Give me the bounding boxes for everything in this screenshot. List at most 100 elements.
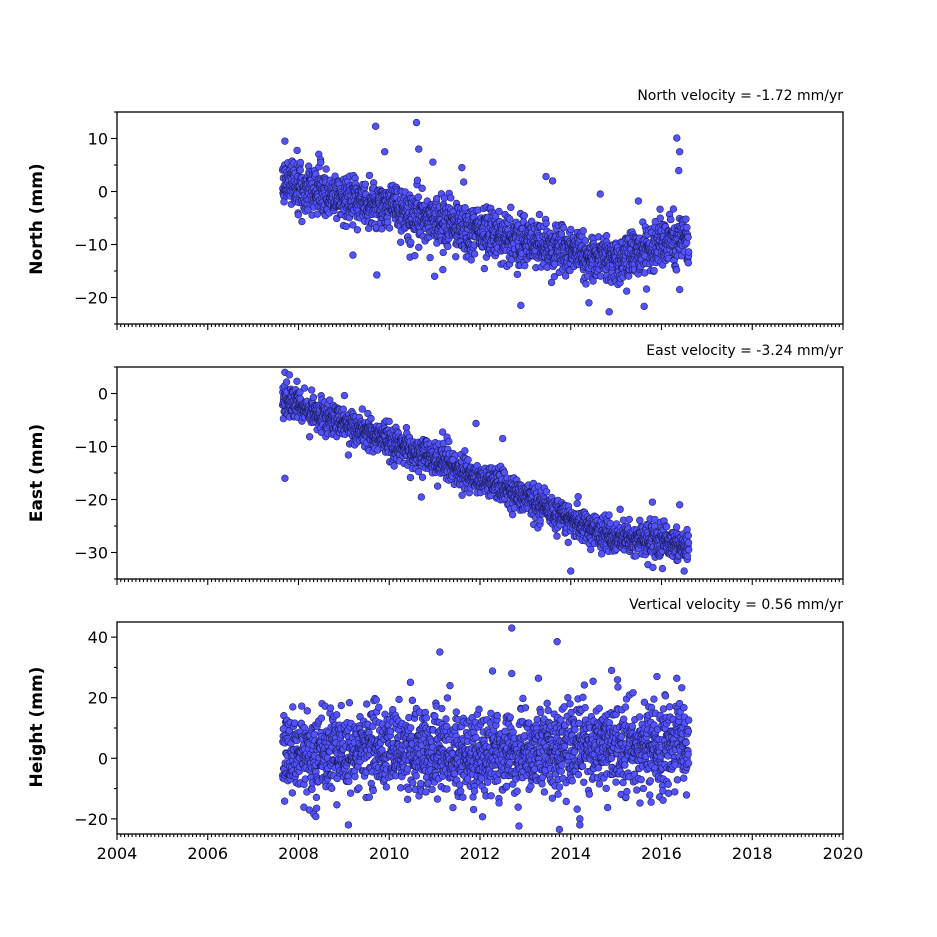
data-point [308,785,316,793]
data-point [291,719,299,727]
data-point [298,217,306,226]
data-point [418,184,426,193]
north-plot-frame [116,111,844,325]
data-point [461,447,469,455]
data-point [667,215,675,224]
outlier-point [648,498,657,506]
data-point [385,224,394,232]
data-point [445,437,453,446]
data-point [673,134,681,142]
data-point [365,171,374,180]
data-point [342,222,350,231]
data-point [536,517,544,525]
data-point [662,523,671,531]
data-point [650,266,658,275]
data-point [656,205,664,213]
outlier-point [680,567,688,575]
data-point [418,473,427,481]
outlier-point [381,148,389,156]
data-point [417,493,426,501]
data-point [293,377,301,385]
data-point [567,225,575,234]
data-point [550,273,559,281]
data-point [625,515,633,524]
data-point [294,211,302,219]
data-point [582,280,590,288]
outlier-point [517,301,525,310]
data-point [634,197,643,205]
data-point [340,391,349,400]
data-point [373,271,381,279]
data-point [675,166,683,175]
data-point [307,386,316,394]
data-point [651,217,659,226]
data-point [508,511,517,519]
height-points [278,624,693,834]
data-point [636,516,644,525]
data-point [328,784,336,793]
outlier-point [458,163,466,172]
data-point [358,405,366,413]
data-point [684,233,692,241]
data-point [288,789,297,797]
data-point [411,252,419,260]
data-point [309,393,318,402]
data-point [447,194,455,202]
y-tick-label: 0 [98,385,108,404]
data-point [587,545,595,554]
data-point [623,287,631,295]
data-point [349,221,357,229]
east-points [278,368,693,575]
data-point [293,146,301,155]
data-point [312,793,321,802]
outlier-point [675,501,684,509]
data-point [542,488,551,496]
data-point [683,223,691,232]
outlier-point [281,137,289,145]
data-point [564,538,572,547]
data-point [344,451,353,459]
north-velocity-annotation: North velocity = -1.72 mm/yr [637,88,843,104]
data-point [298,702,306,710]
data-point [467,256,475,264]
outlier-point [285,371,294,379]
data-point [461,204,469,212]
outlier-point [548,177,557,185]
data-point [426,253,434,262]
y-tick-label: −10 [74,438,108,457]
outlier-point [675,285,684,294]
data-point [495,207,503,216]
data-point [333,801,341,809]
data-point [684,531,692,540]
data-point [439,248,447,257]
data-point [535,210,544,219]
data-point [596,272,605,280]
data-point [345,699,354,707]
vertical-velocity-annotation: Vertical velocity = 0.56 mm/yr [629,597,843,613]
east-velocity-annotation: East velocity = -3.24 mm/yr [646,343,843,359]
data-point [616,505,624,514]
data-point [390,462,398,470]
data-point [470,250,479,258]
data-point [683,525,691,534]
north-points [278,118,693,316]
data-point [282,378,291,386]
data-point [596,190,604,198]
data-point [413,176,422,185]
y-tick-label: −20 [74,491,108,510]
data-point [346,789,355,797]
data-point [685,248,693,256]
north-panel: North velocity = -1.72 mm/yr North (mm) … [27,88,844,330]
east-panel: East velocity = -3.24 mm/yr East (mm) 0−… [27,343,844,585]
data-point [573,499,581,508]
data-point [310,730,318,739]
data-point [397,238,405,246]
data-point [429,158,437,166]
outlier-point [430,272,439,280]
data-point [444,242,452,251]
outlier-point [567,567,575,575]
data-point [300,384,309,392]
data-point [464,456,472,464]
data-point [296,166,304,174]
data-point [682,215,690,223]
